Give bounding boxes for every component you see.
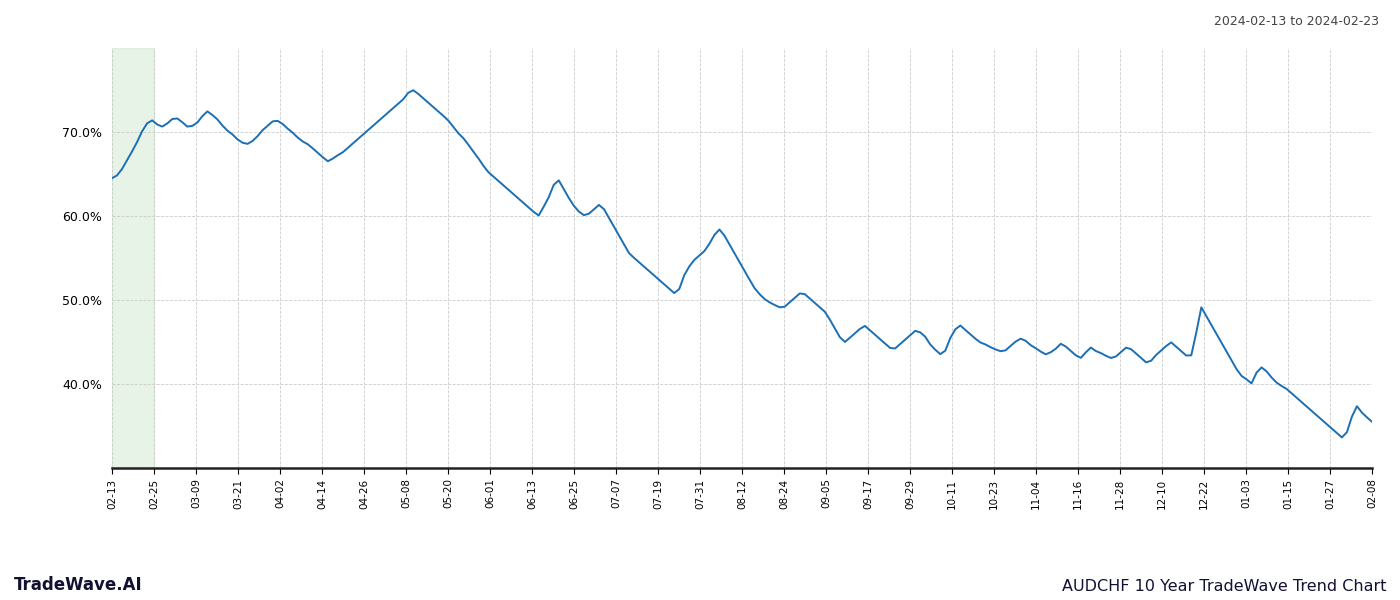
Text: 2024-02-13 to 2024-02-23: 2024-02-13 to 2024-02-23 <box>1214 15 1379 28</box>
Text: TradeWave.AI: TradeWave.AI <box>14 576 143 594</box>
Text: AUDCHF 10 Year TradeWave Trend Chart: AUDCHF 10 Year TradeWave Trend Chart <box>1061 579 1386 594</box>
Bar <box>112 48 154 468</box>
